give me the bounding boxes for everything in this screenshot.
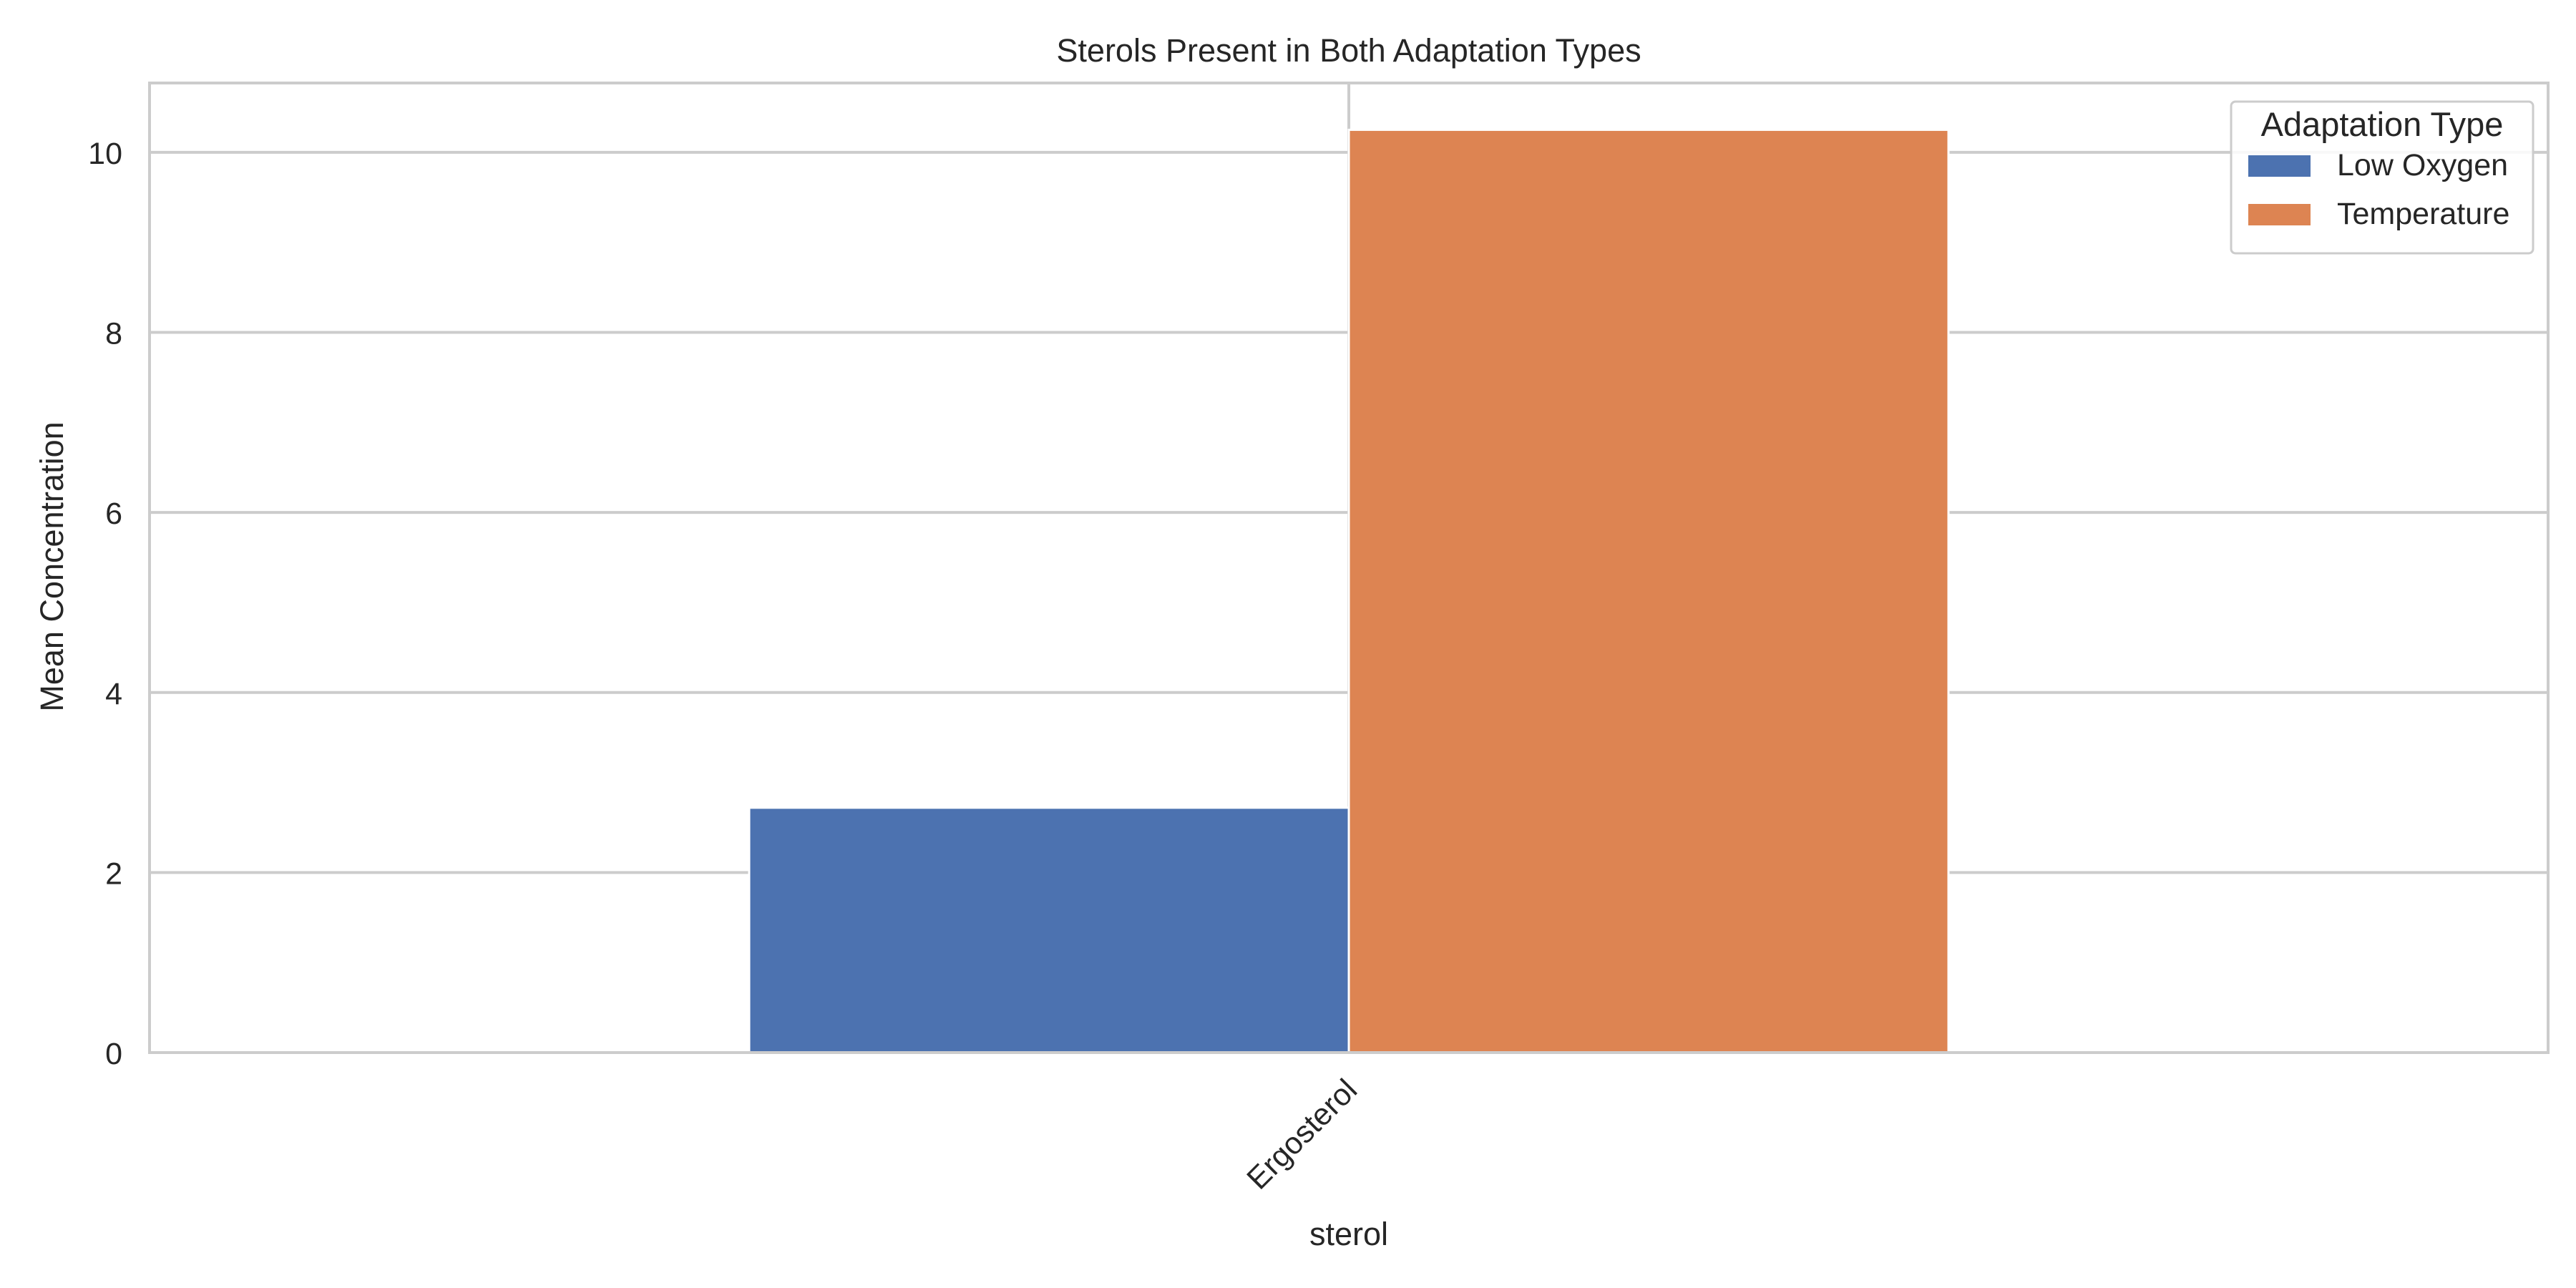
legend-title: Adaptation Type (2261, 105, 2504, 143)
legend-label: Low Oxygen (2337, 148, 2508, 182)
bar-low-oxygen (748, 806, 1350, 1054)
y-tick-label: 0 (105, 1037, 122, 1071)
chart-title: Sterols Present in Both Adaptation Types (1056, 32, 1641, 69)
y-tick-label: 6 (105, 497, 122, 531)
x-tick-labels: Ergosterol (1241, 1073, 1365, 1196)
y-tick-labels: 0 2 4 6 8 10 (88, 137, 122, 1071)
y-tick-label: 4 (105, 677, 122, 711)
x-tick-label: Ergosterol (1241, 1073, 1365, 1196)
legend-swatch (2248, 155, 2311, 177)
y-axis-label: Mean Concentration (34, 421, 70, 711)
bars (748, 128, 1950, 1054)
y-tick-label: 10 (88, 137, 122, 171)
legend: Adaptation Type Low Oxygen Temperature (2230, 100, 2534, 255)
legend-items: Low Oxygen Temperature (2248, 148, 2509, 231)
x-axis-label: sterol (1309, 1216, 1388, 1252)
legend-swatch (2248, 204, 2311, 225)
legend-label: Temperature (2337, 197, 2509, 231)
bar-temperature (1347, 128, 1950, 1054)
plot-frame (148, 82, 2550, 1054)
y-tick-label: 2 (105, 857, 122, 891)
y-tick-label: 8 (105, 317, 122, 351)
